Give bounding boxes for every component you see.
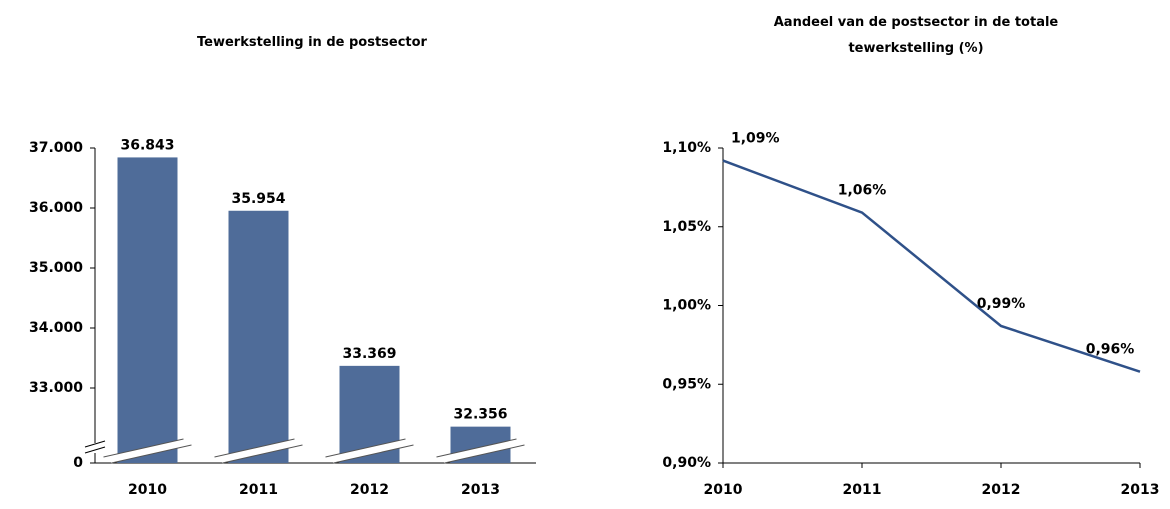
axis-break-line bbox=[325, 438, 406, 458]
bar bbox=[228, 210, 289, 463]
value-label: 36.843 bbox=[120, 137, 174, 153]
chart-title: Tewerkstelling in de postsector bbox=[197, 35, 428, 50]
value-label: 0,96% bbox=[1086, 342, 1135, 358]
x-tick-label: 2012 bbox=[350, 482, 389, 498]
axis-break-line bbox=[103, 438, 184, 458]
axis-break-line bbox=[111, 444, 192, 464]
value-label: 1,09% bbox=[731, 131, 780, 147]
value-label: 0,99% bbox=[977, 296, 1026, 312]
axis-break-line bbox=[333, 444, 414, 464]
x-tick-label: 2012 bbox=[982, 482, 1021, 498]
x-tick-label: 2013 bbox=[1121, 482, 1160, 498]
y-tick-label: 36.000 bbox=[29, 200, 83, 216]
axis-break-line bbox=[444, 444, 525, 464]
x-tick-label: 2013 bbox=[461, 482, 500, 498]
y-tick-label: 34.000 bbox=[29, 320, 83, 336]
axis-break bbox=[103, 439, 192, 463]
y-tick-label: 33.000 bbox=[29, 380, 83, 396]
x-tick-label: 2011 bbox=[843, 482, 882, 498]
bar bbox=[117, 157, 178, 464]
y-tick-label: 37.000 bbox=[29, 140, 83, 156]
chart-title: Aandeel van de postsector in de totale te… bbox=[774, 15, 1059, 56]
axis-break-line bbox=[436, 438, 517, 458]
value-label: 32.356 bbox=[453, 407, 507, 423]
x-tick-label: 2010 bbox=[128, 482, 167, 498]
axis-break-line bbox=[84, 440, 106, 448]
value-label: 35.954 bbox=[231, 191, 285, 207]
axis-break-line bbox=[214, 438, 295, 458]
axis-break-line bbox=[84, 446, 106, 454]
axis-break bbox=[87, 443, 103, 453]
y-tick-label: 0 bbox=[73, 455, 83, 471]
line bbox=[722, 159, 1141, 373]
y-tick-label: 1,00% bbox=[662, 298, 711, 314]
x-tick-label: 2010 bbox=[704, 482, 743, 498]
x-tick-label: 2011 bbox=[239, 482, 278, 498]
axis-break bbox=[214, 439, 303, 463]
value-label: 33.369 bbox=[342, 346, 396, 362]
y-tick-label: 1,10% bbox=[662, 140, 711, 156]
value-label: 1,06% bbox=[838, 183, 887, 199]
y-tick-label: 0,90% bbox=[662, 455, 711, 471]
y-tick-label: 35.000 bbox=[29, 260, 83, 276]
axis-break bbox=[436, 439, 525, 463]
axis-break-line bbox=[222, 444, 303, 464]
y-tick-label: 1,05% bbox=[662, 219, 711, 235]
y-tick-label: 0,95% bbox=[662, 376, 711, 392]
axis-break bbox=[325, 439, 414, 463]
